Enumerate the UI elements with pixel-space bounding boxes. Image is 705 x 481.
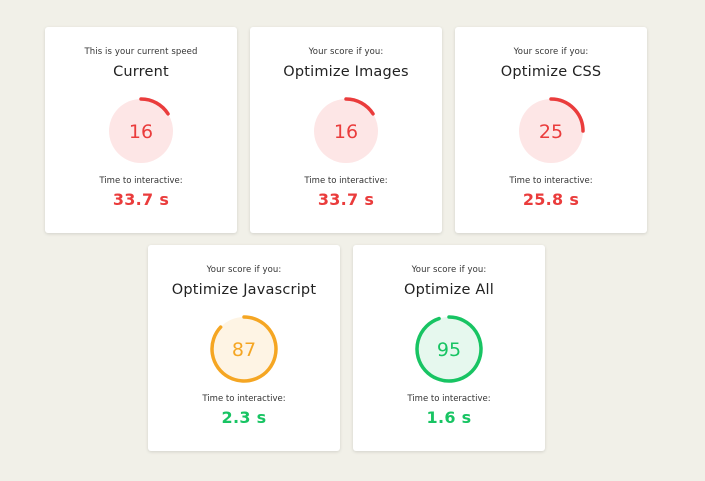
tti-label: Time to interactive: bbox=[509, 176, 593, 186]
card-title: Optimize Javascript bbox=[171, 282, 317, 298]
score-value: 87 bbox=[232, 339, 256, 361]
gauge-background bbox=[212, 317, 276, 381]
card-subtitle: Your score if you: bbox=[206, 265, 282, 275]
gauge-background bbox=[417, 317, 481, 381]
gauge-arc bbox=[210, 315, 278, 383]
tti-label: Time to interactive: bbox=[407, 394, 491, 404]
score-value: 25 bbox=[539, 121, 563, 143]
score-gauge: 87 bbox=[210, 315, 278, 383]
score-card-optimize-javascript: Your score if you: Optimize Javascript 8… bbox=[148, 245, 340, 451]
gauge-arc bbox=[139, 97, 170, 116]
tti-label: Time to interactive: bbox=[99, 176, 183, 186]
tti-value: 33.7 s bbox=[317, 190, 375, 209]
gauge-background bbox=[519, 99, 583, 163]
tti-label: Time to interactive: bbox=[202, 394, 286, 404]
tti-label: Time to interactive: bbox=[304, 176, 388, 186]
card-title: Optimize Images bbox=[283, 64, 409, 80]
card-subtitle: Your score if you: bbox=[411, 265, 487, 275]
score-value: 16 bbox=[129, 121, 153, 143]
card-subtitle: Your score if you: bbox=[308, 47, 384, 57]
tti-value: 1.6 s bbox=[426, 408, 472, 427]
score-card-current: This is your current speed Current 16 Ti… bbox=[45, 27, 237, 233]
score-value: 16 bbox=[334, 121, 358, 143]
card-title: Current bbox=[113, 64, 169, 80]
score-gauge: 16 bbox=[312, 97, 380, 165]
score-gauge: 95 bbox=[415, 315, 483, 383]
card-title: Optimize CSS bbox=[500, 64, 602, 80]
tti-value: 33.7 s bbox=[112, 190, 170, 209]
score-value: 95 bbox=[437, 339, 461, 361]
card-title: Optimize All bbox=[403, 282, 494, 298]
gauge-background bbox=[109, 99, 173, 163]
gauge-background bbox=[314, 99, 378, 163]
gauge-arc bbox=[344, 97, 375, 116]
score-card-optimize-css: Your score if you: Optimize CSS 25 Time … bbox=[455, 27, 647, 233]
score-card-optimize-images: Your score if you: Optimize Images 16 Ti… bbox=[250, 27, 442, 233]
gauge-arc bbox=[415, 315, 483, 383]
score-card-optimize-all: Your score if you: Optimize All 95 Time … bbox=[353, 245, 545, 451]
tti-value: 25.8 s bbox=[522, 190, 580, 209]
tti-value: 2.3 s bbox=[221, 408, 267, 427]
score-gauge: 16 bbox=[107, 97, 175, 165]
score-gauge: 25 bbox=[517, 97, 585, 165]
card-subtitle: This is your current speed bbox=[84, 47, 198, 57]
gauge-arc bbox=[549, 97, 585, 133]
card-subtitle: Your score if you: bbox=[513, 47, 589, 57]
